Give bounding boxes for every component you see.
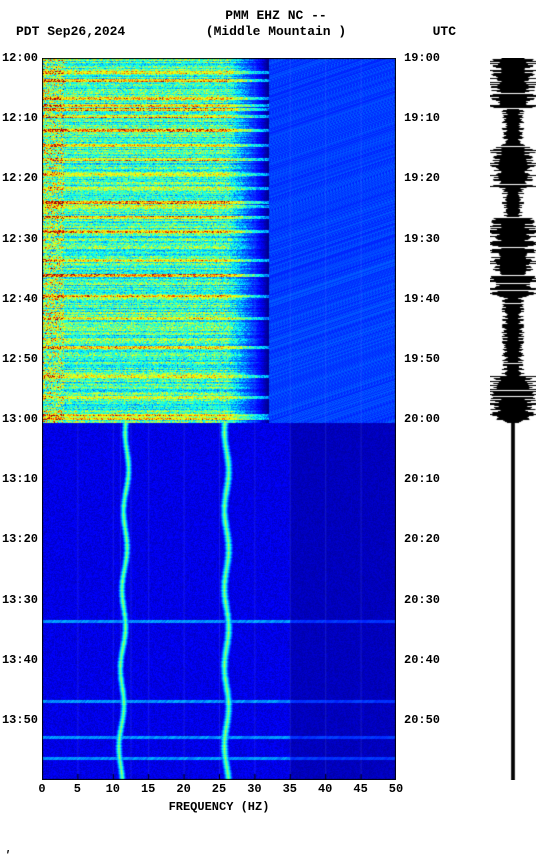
footer-mark: ' (4, 850, 11, 862)
y-tick-local: 13:20 (0, 532, 38, 546)
y-tick-utc: 19:50 (404, 352, 440, 366)
y-tick-utc: 20:20 (404, 532, 440, 546)
x-tick: 15 (138, 782, 158, 796)
y-tick-local: 13:40 (0, 653, 38, 667)
x-tick: 25 (209, 782, 229, 796)
y-tick-local: 13:30 (0, 593, 38, 607)
amplitude-strip (490, 58, 536, 780)
x-tick: 0 (32, 782, 52, 796)
x-tick: 40 (315, 782, 335, 796)
y-tick-utc: 20:50 (404, 713, 440, 727)
x-axis-label: FREQUENCY (HZ) (42, 800, 396, 814)
x-tick: 50 (386, 782, 406, 796)
y-tick-local: 12:50 (0, 352, 38, 366)
y-tick-utc: 20:30 (404, 593, 440, 607)
y-tick-utc: 20:00 (404, 412, 440, 426)
y-tick-utc: 19:40 (404, 292, 440, 306)
x-tick: 35 (280, 782, 300, 796)
local-time-header: PDT Sep26,2024 (16, 24, 125, 39)
y-tick-utc: 19:30 (404, 232, 440, 246)
y-tick-local: 12:40 (0, 292, 38, 306)
y-tick-local: 13:10 (0, 472, 38, 486)
x-tick: 20 (174, 782, 194, 796)
x-tick: 10 (103, 782, 123, 796)
x-tick: 5 (67, 782, 87, 796)
y-tick-utc: 19:10 (404, 111, 440, 125)
y-tick-local: 12:00 (0, 51, 38, 65)
y-tick-local: 13:00 (0, 412, 38, 426)
y-tick-local: 13:50 (0, 713, 38, 727)
amplitude-canvas (490, 58, 536, 780)
spectrogram-plot (42, 58, 396, 780)
y-tick-local: 12:10 (0, 111, 38, 125)
y-tick-utc: 19:20 (404, 171, 440, 185)
station-channel-title: PMM EHZ NC -- (0, 8, 552, 23)
x-tick: 30 (244, 782, 264, 796)
y-tick-local: 12:20 (0, 171, 38, 185)
y-tick-utc: 19:00 (404, 51, 440, 65)
y-tick-utc: 20:40 (404, 653, 440, 667)
utc-header: UTC (433, 24, 456, 39)
y-tick-utc: 20:10 (404, 472, 440, 486)
spectrogram-canvas (42, 58, 396, 780)
y-tick-local: 12:30 (0, 232, 38, 246)
x-tick: 45 (351, 782, 371, 796)
